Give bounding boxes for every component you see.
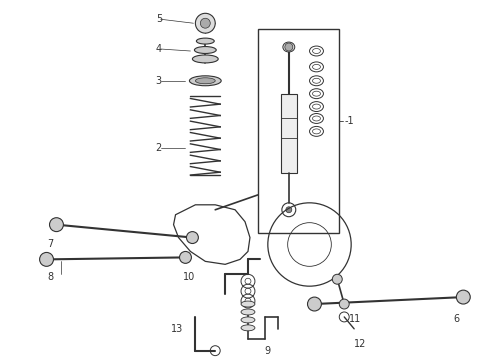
Ellipse shape — [196, 38, 214, 44]
Circle shape — [339, 299, 349, 309]
Ellipse shape — [196, 78, 215, 84]
Text: 2: 2 — [156, 143, 162, 153]
Ellipse shape — [241, 317, 255, 323]
Circle shape — [49, 218, 63, 231]
Circle shape — [456, 290, 470, 304]
Text: 10: 10 — [183, 272, 196, 282]
Circle shape — [200, 18, 210, 28]
Text: 4: 4 — [156, 44, 162, 54]
Circle shape — [285, 43, 293, 51]
Text: 12: 12 — [354, 339, 367, 349]
Ellipse shape — [241, 325, 255, 331]
Text: 3: 3 — [156, 76, 162, 86]
Ellipse shape — [195, 46, 216, 54]
Text: 8: 8 — [48, 272, 53, 282]
Ellipse shape — [241, 301, 255, 307]
Text: 5: 5 — [156, 14, 162, 24]
Ellipse shape — [241, 309, 255, 315]
Bar — [281, 94, 297, 173]
Text: 9: 9 — [265, 346, 271, 356]
Text: 6: 6 — [453, 314, 460, 324]
Circle shape — [179, 251, 192, 264]
Circle shape — [40, 252, 53, 266]
Circle shape — [286, 207, 292, 213]
Text: 7: 7 — [47, 239, 53, 249]
Circle shape — [332, 274, 342, 284]
Text: 13: 13 — [171, 324, 183, 334]
Bar — [258, 29, 339, 233]
Circle shape — [308, 297, 321, 311]
Ellipse shape — [283, 42, 295, 52]
Circle shape — [196, 13, 215, 33]
Text: -1: -1 — [344, 116, 354, 126]
Ellipse shape — [190, 76, 221, 86]
Text: 11: 11 — [349, 314, 362, 324]
Ellipse shape — [193, 55, 218, 63]
Circle shape — [187, 231, 198, 243]
